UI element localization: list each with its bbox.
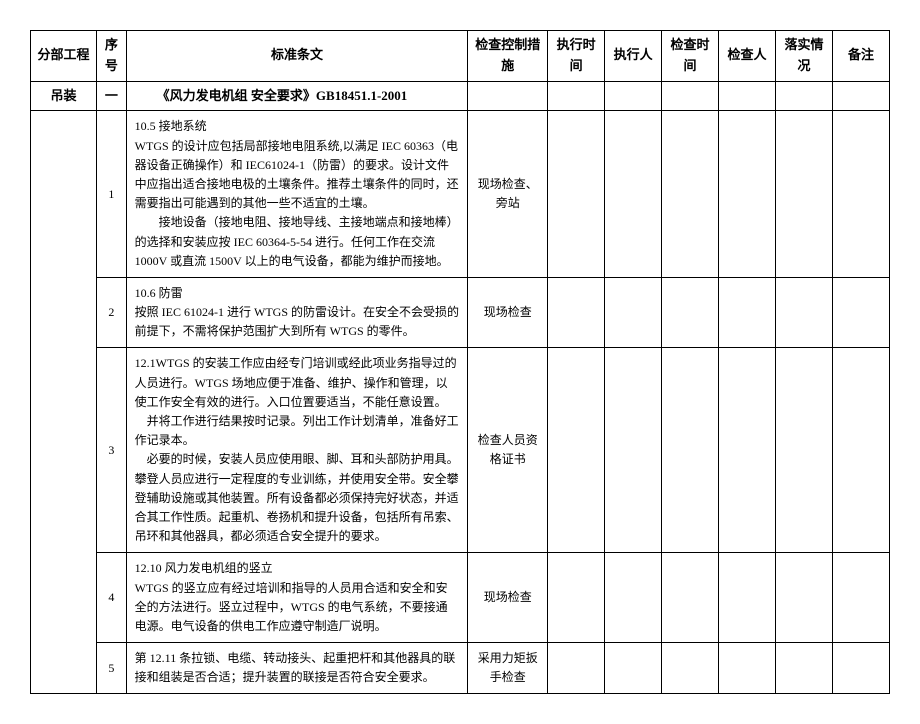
empty-cell xyxy=(548,111,605,278)
empty-cell xyxy=(719,81,776,111)
empty-cell xyxy=(832,277,889,348)
empty-cell xyxy=(605,111,662,278)
empty-cell xyxy=(719,553,776,643)
empty-cell xyxy=(775,111,832,278)
header-measure: 检查控制措施 xyxy=(468,31,548,82)
section-title: 吊装 xyxy=(31,81,97,111)
empty-cell xyxy=(719,643,776,694)
empty-cell xyxy=(548,81,605,111)
empty-cell xyxy=(662,553,719,643)
header-executor: 执行人 xyxy=(605,31,662,82)
row-text: 10.6 防雷按照 IEC 61024-1 进行 WTGS 的防雷设计。在安全不… xyxy=(126,277,468,348)
header-text: 标准条文 xyxy=(126,31,468,82)
header-checker: 检查人 xyxy=(719,31,776,82)
section-seq: 一 xyxy=(97,81,127,111)
header-seq: 序号 xyxy=(97,31,127,82)
empty-cell xyxy=(605,81,662,111)
empty-cell xyxy=(548,553,605,643)
empty-cell xyxy=(775,643,832,694)
empty-cell xyxy=(662,643,719,694)
empty-cell xyxy=(775,277,832,348)
row-text: 12.10 风力发电机组的竖立WTGS 的竖立应有经过培训和指导的人员用合适和安… xyxy=(126,553,468,643)
row-seq: 3 xyxy=(97,348,127,553)
empty-cell xyxy=(775,348,832,553)
standard-title: 《风力发电机组 安全要求》GB18451.1-2001 xyxy=(126,81,468,111)
empty-cell xyxy=(548,348,605,553)
table-row: 5 第 12.11 条拉锁、电缆、转动接头、起重把杆和其他器具的联接和组装是否合… xyxy=(31,643,890,694)
section-span-cell xyxy=(31,111,97,694)
empty-cell xyxy=(662,277,719,348)
row-seq: 5 xyxy=(97,643,127,694)
empty-cell xyxy=(775,553,832,643)
empty-cell xyxy=(719,348,776,553)
empty-cell xyxy=(605,277,662,348)
empty-cell xyxy=(662,81,719,111)
table-row: 4 12.10 风力发电机组的竖立WTGS 的竖立应有经过培训和指导的人员用合适… xyxy=(31,553,890,643)
empty-cell xyxy=(832,553,889,643)
table-row: 2 10.6 防雷按照 IEC 61024-1 进行 WTGS 的防雷设计。在安… xyxy=(31,277,890,348)
header-impl: 落实情况 xyxy=(775,31,832,82)
empty-cell xyxy=(832,111,889,278)
standards-table: 分部工程 序号 标准条文 检查控制措施 执行时间 执行人 检查时间 检查人 落实… xyxy=(30,30,890,694)
empty-cell xyxy=(468,81,548,111)
empty-cell xyxy=(719,277,776,348)
empty-cell xyxy=(605,643,662,694)
empty-cell xyxy=(662,348,719,553)
header-row: 分部工程 序号 标准条文 检查控制措施 执行时间 执行人 检查时间 检查人 落实… xyxy=(31,31,890,82)
header-section: 分部工程 xyxy=(31,31,97,82)
row-measure: 现场检查、旁站 xyxy=(468,111,548,278)
empty-cell xyxy=(662,111,719,278)
row-measure: 检查人员资格证书 xyxy=(468,348,548,553)
empty-cell xyxy=(548,277,605,348)
table-row: 3 12.1WTGS 的安装工作应由经专门培训或经此项业务指导过的人员进行。WT… xyxy=(31,348,890,553)
empty-cell xyxy=(605,553,662,643)
header-chktime: 检查时间 xyxy=(662,31,719,82)
empty-cell xyxy=(719,111,776,278)
empty-cell xyxy=(832,643,889,694)
empty-cell xyxy=(775,81,832,111)
empty-cell xyxy=(832,348,889,553)
table-row: 1 10.5 接地系统WTGS 的设计应包括局部接地电阻系统,以满足 IEC 6… xyxy=(31,111,890,278)
row-text: 第 12.11 条拉锁、电缆、转动接头、起重把杆和其他器具的联接和组装是否合适；… xyxy=(126,643,468,694)
section-title-row: 吊装 一 《风力发电机组 安全要求》GB18451.1-2001 xyxy=(31,81,890,111)
header-exectime: 执行时间 xyxy=(548,31,605,82)
row-measure: 现场检查 xyxy=(468,277,548,348)
row-text: 10.5 接地系统WTGS 的设计应包括局部接地电阻系统,以满足 IEC 603… xyxy=(126,111,468,278)
row-text: 12.1WTGS 的安装工作应由经专门培训或经此项业务指导过的人员进行。WTGS… xyxy=(126,348,468,553)
header-remark: 备注 xyxy=(832,31,889,82)
row-seq: 1 xyxy=(97,111,127,278)
row-seq: 4 xyxy=(97,553,127,643)
empty-cell xyxy=(605,348,662,553)
empty-cell xyxy=(832,81,889,111)
row-measure: 采用力矩扳手检查 xyxy=(468,643,548,694)
empty-cell xyxy=(548,643,605,694)
row-measure: 现场检查 xyxy=(468,553,548,643)
row-seq: 2 xyxy=(97,277,127,348)
